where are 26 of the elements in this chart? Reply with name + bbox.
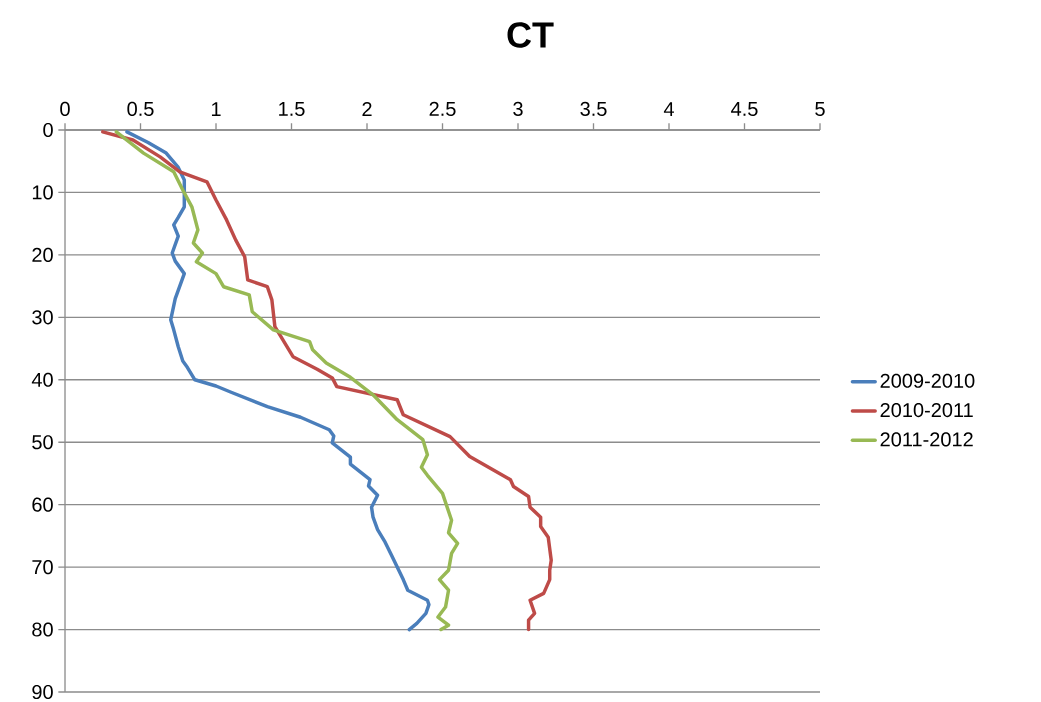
line-series [101, 130, 553, 632]
x-tick-label: 1.5 [279, 102, 305, 116]
x-tick-label: 0.5 [127, 101, 154, 116]
y-tick-label: 60 [32, 497, 53, 512]
y-tick-label: 40 [31, 372, 53, 387]
y-tick-label: 80 [32, 622, 53, 637]
legend-label: 2011-2012 [880, 432, 973, 447]
x-tick-label: 2 [362, 101, 372, 116]
x-tick-label: 4 [663, 102, 674, 116]
x-tick-label: 5 [815, 102, 825, 116]
x-tick-label: 3 [513, 101, 523, 116]
y-tick-label: 30 [32, 310, 53, 325]
x-tick-label: 0 [60, 101, 70, 116]
y-tick-label: 10 [32, 185, 53, 200]
x-tick-label: 2.5 [429, 101, 456, 116]
y-tick-label: 70 [32, 560, 53, 575]
y-tick-label: 20 [32, 247, 53, 262]
y-tick-label: 0 [43, 122, 53, 138]
x-tick-label: 1 [211, 102, 221, 116]
y-tick-label: 90 [32, 684, 53, 700]
x-tick-label: 4.5 [731, 102, 758, 116]
y-tick-label: 50 [32, 435, 53, 450]
legend-label: 2010-2011 [880, 403, 973, 418]
x-tick-label: 3.5 [580, 101, 607, 116]
legend-label: 2009-2010 [880, 373, 975, 388]
chart-title: CT [507, 22, 554, 48]
